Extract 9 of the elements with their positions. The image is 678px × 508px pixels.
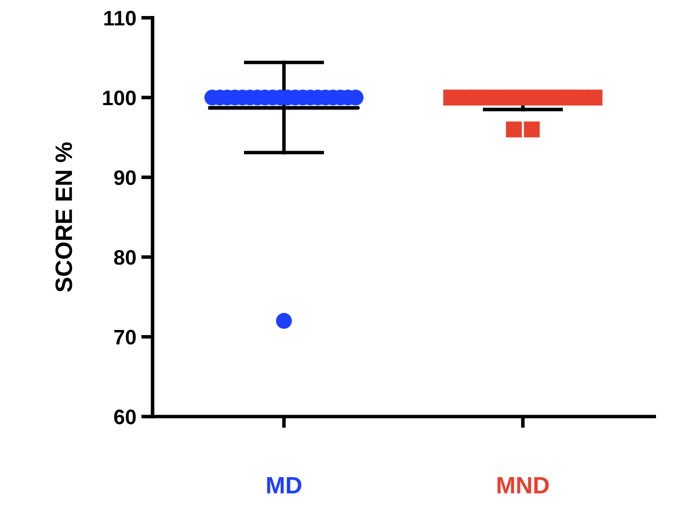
y-tick-label: 110: [104, 10, 136, 26]
y-tick-label: 80: [114, 250, 136, 265]
x-tick-label: MD: [267, 477, 302, 494]
x-tick-label: MND: [498, 477, 549, 494]
y-axis-title: SCORE EN %: [55, 142, 72, 292]
y-tick-label: 100: [103, 90, 136, 106]
y-tick-label: 60: [114, 410, 136, 424]
y-tick-label: 70: [114, 330, 136, 345]
y-tick-label: 90: [114, 170, 136, 186]
